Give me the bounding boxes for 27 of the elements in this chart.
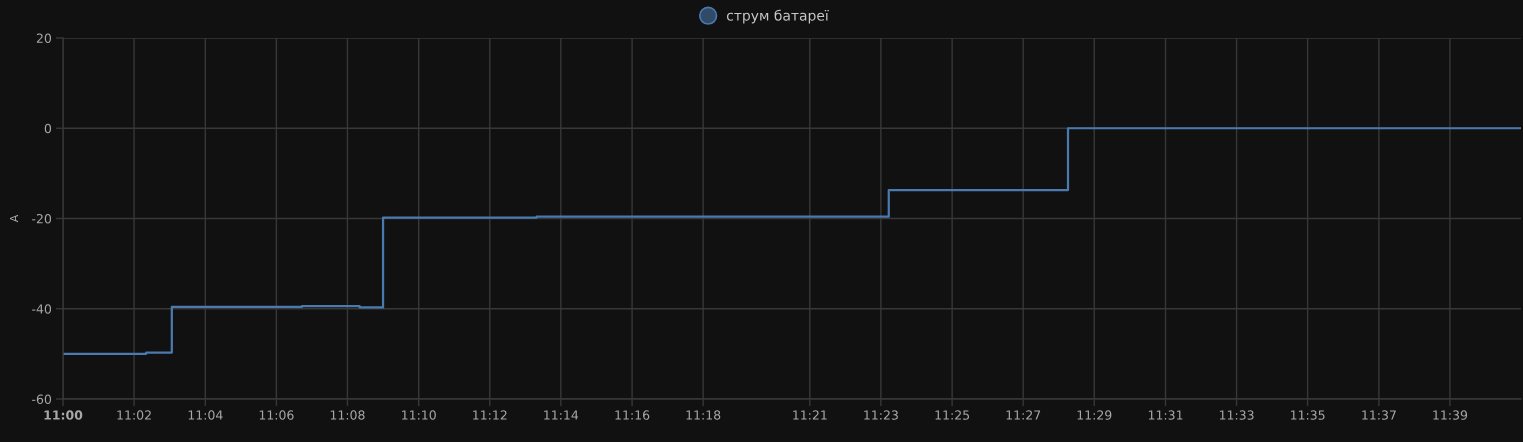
x-tick-label: 11:33 — [1219, 410, 1254, 420]
y-tick-label: -40 — [32, 304, 52, 314]
x-tick-label: 11:06 — [259, 410, 294, 420]
x-tick-label: 11:25 — [935, 410, 970, 420]
x-tick-label: 11:08 — [330, 410, 365, 420]
x-tick-label: 11:14 — [544, 410, 579, 420]
x-tick-label: 11:39 — [1433, 410, 1468, 420]
y-tick-label: 0 — [44, 123, 52, 134]
y-axis-title: A — [9, 214, 19, 223]
y-tick-label: -60 — [32, 394, 52, 404]
x-tick-label: 11:31 — [1148, 410, 1183, 420]
x-tick-label: 11:29 — [1077, 410, 1112, 420]
legend-label: струм батареї — [726, 9, 829, 24]
x-tick-label: 11:37 — [1362, 410, 1396, 420]
x-tick-label: 11:18 — [686, 410, 721, 420]
x-tick-label: 11:35 — [1290, 410, 1325, 420]
x-tick-label: 11:00 — [44, 410, 83, 420]
y-tick-label: -20 — [32, 213, 52, 224]
x-tick-label: 11:10 — [402, 410, 436, 420]
x-tick-label: 11:02 — [117, 410, 151, 420]
x-tick-label: 11:12 — [473, 410, 507, 420]
x-tick-label: 11:21 — [793, 410, 827, 420]
y-tick-label: 20 — [36, 33, 52, 43]
x-tick-label: 11:27 — [1006, 410, 1041, 420]
x-tick-label: 11:04 — [188, 410, 223, 420]
x-tick-label: 11:16 — [615, 410, 650, 420]
x-tick-label: 11:23 — [864, 410, 898, 420]
